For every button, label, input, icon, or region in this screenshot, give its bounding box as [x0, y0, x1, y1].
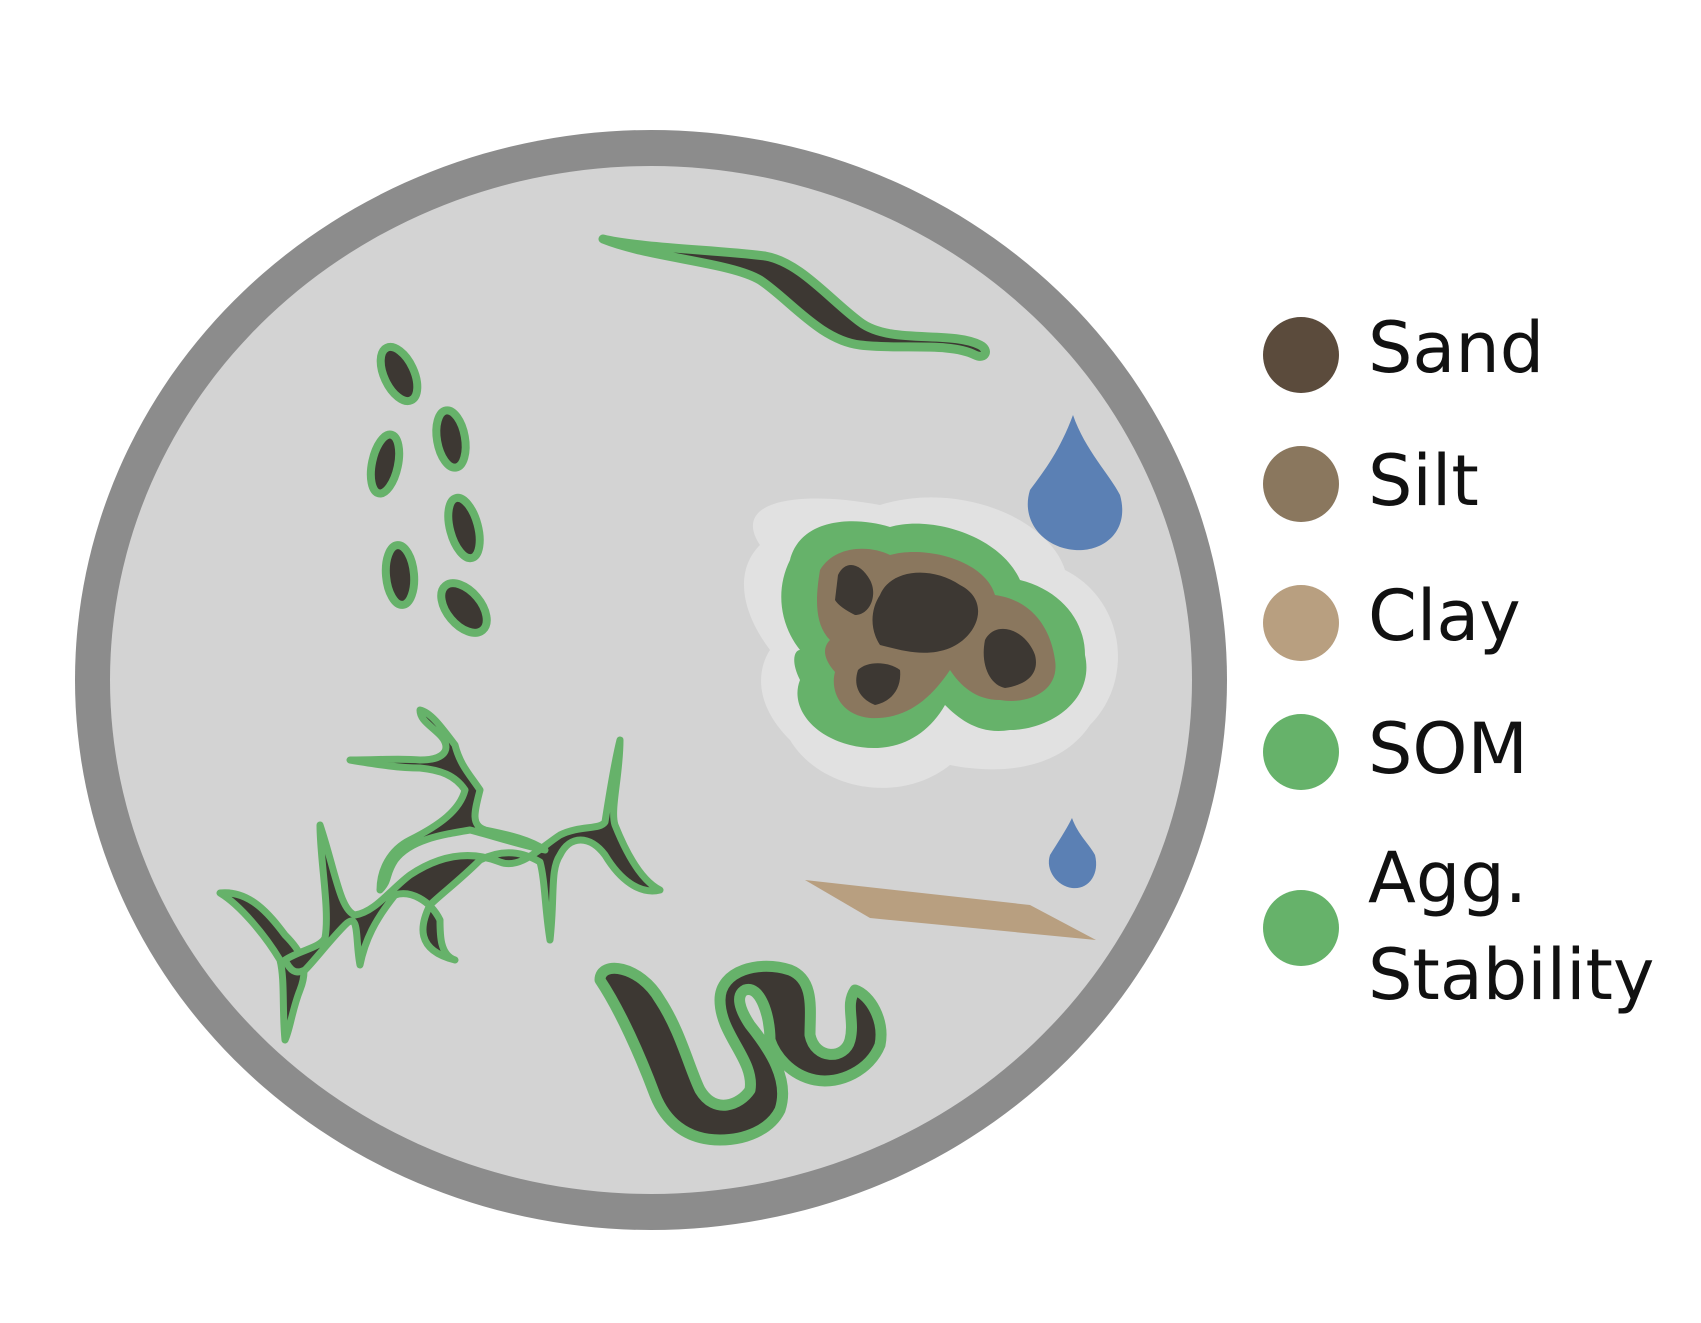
legend-swatch-clay	[1263, 585, 1339, 661]
legend: Sand Silt Clay SOM Agg. Stability	[1263, 307, 1654, 1016]
water-drop-large	[1027, 415, 1123, 551]
legend-label-stability: Stability	[1368, 934, 1654, 1016]
legend-swatch-agg-stability	[1263, 890, 1339, 966]
seed-2	[432, 406, 470, 472]
worm-bottom	[594, 960, 887, 1146]
plant-roots	[216, 706, 664, 1044]
root-branch-3	[346, 706, 549, 894]
worm-strand-top	[598, 234, 990, 361]
water-drop-small	[1048, 818, 1097, 889]
legend-swatch-silt	[1263, 446, 1339, 522]
seed-1	[376, 342, 422, 406]
legend-swatch-som	[1263, 714, 1339, 790]
aggregate-sand-3	[983, 628, 1036, 688]
clay-particle	[805, 880, 1096, 940]
seed-particles	[366, 342, 491, 637]
legend-label-sand: Sand	[1368, 307, 1544, 389]
aggregate-sand-4	[856, 663, 901, 705]
soil-inner-area	[110, 166, 1192, 1194]
soil-aggregate	[743, 497, 1118, 788]
legend-label-silt: Silt	[1368, 440, 1479, 522]
aggregate-sand-1	[835, 564, 874, 615]
legend-label-agg: Agg.	[1368, 837, 1527, 919]
seed-6	[437, 579, 491, 637]
seed-5	[381, 541, 419, 609]
legend-label-clay: Clay	[1368, 575, 1521, 657]
root-branch-2	[281, 736, 664, 976]
legend-swatch-sand	[1263, 317, 1339, 393]
seed-3	[366, 430, 404, 498]
legend-label-som: SOM	[1368, 708, 1528, 790]
seed-4	[444, 493, 484, 563]
aggregate-sand-2	[872, 572, 979, 653]
